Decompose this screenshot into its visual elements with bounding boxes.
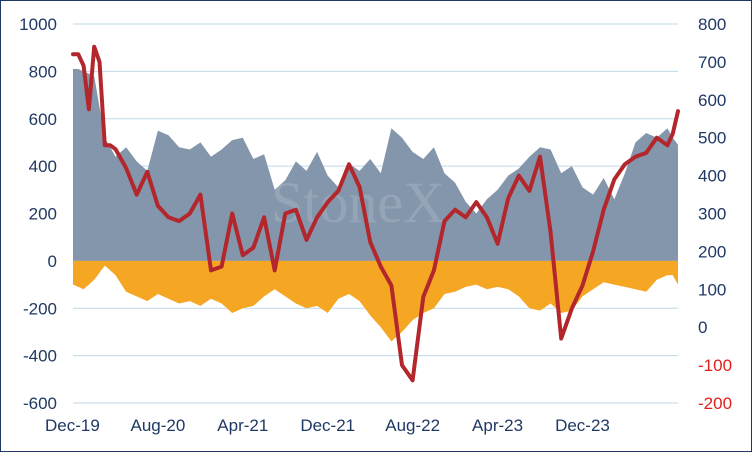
right-tick-label: 800 (698, 15, 726, 34)
right-tick-label: 500 (698, 129, 726, 148)
left-tick-label: 200 (29, 205, 57, 224)
right-tick-label: 0 (698, 318, 707, 337)
right-tick-label: 400 (698, 167, 726, 186)
right-tick-label: 700 (698, 53, 726, 72)
left-tick-label: 0 (48, 252, 57, 271)
net-position-line (71, 44, 680, 383)
x-tick-label: Dec-19 (45, 416, 100, 435)
left-tick-label: 1000 (19, 15, 57, 34)
x-tick-label: Dec-23 (555, 416, 610, 435)
right-tick-label: 200 (698, 242, 726, 261)
right-tick-label: -100 (698, 356, 732, 375)
area-series-0 (73, 69, 678, 261)
x-tick-label: Dec-21 (300, 416, 355, 435)
x-tick-label: Apr-21 (217, 416, 268, 435)
x-tick-label: Aug-22 (385, 416, 440, 435)
right-tick-label: -200 (698, 394, 732, 413)
area-series-1 (73, 260, 678, 342)
right-tick-label: 600 (698, 91, 726, 110)
right-tick-label: 100 (698, 280, 726, 299)
x-tick-label: Apr-23 (472, 416, 523, 435)
left-tick-label: -600 (23, 394, 57, 413)
left-tick-label: -400 (23, 347, 57, 366)
x-tick-label: Aug-20 (130, 416, 185, 435)
right-tick-label: 300 (698, 205, 726, 224)
left-tick-label: -200 (23, 299, 57, 318)
left-tick-label: 400 (29, 157, 57, 176)
left-tick-label: 800 (29, 62, 57, 81)
left-tick-label: 600 (29, 110, 57, 129)
